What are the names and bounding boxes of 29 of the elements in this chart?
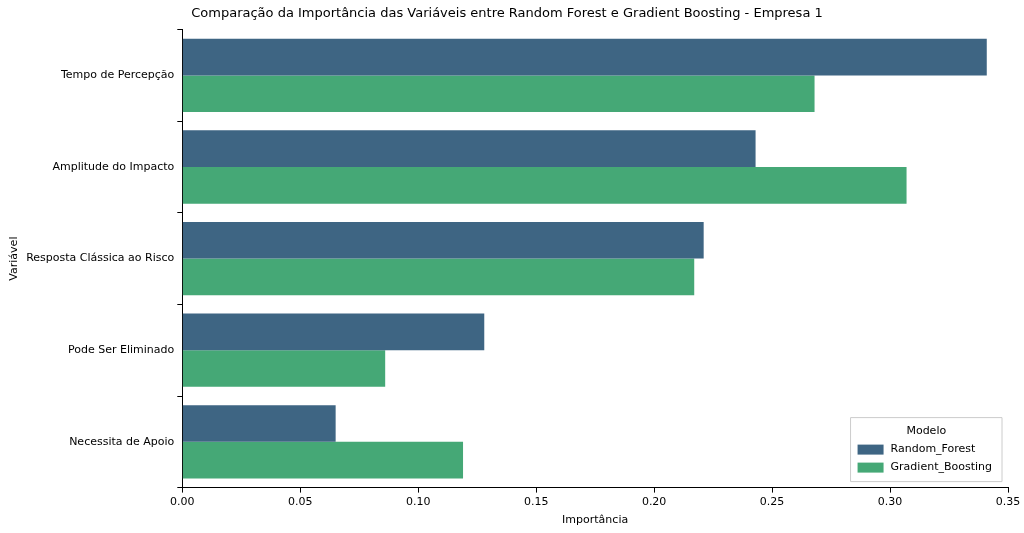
legend-label: Random_Forest [890, 442, 977, 456]
bar [182, 313, 485, 351]
bar [182, 258, 695, 296]
x-tick-label: 0.20 [641, 495, 667, 509]
bar [182, 405, 336, 442]
x-tick-label: 0.10 [405, 495, 431, 509]
bar [182, 167, 907, 204]
y-tick-label: Pode Ser Eliminado [68, 343, 175, 357]
y-tick-label: Necessita de Apoio [69, 434, 175, 448]
x-tick-label: 0.35 [995, 495, 1021, 509]
legend-label: Gradient_Boosting [890, 460, 993, 474]
legend-title: Modelo [906, 424, 947, 438]
chart-title: Comparação da Importância das Variáveis entre Random Forest e Gradient Boosting - Empresa 1 [191, 5, 823, 21]
x-tick-label: 0.15 [523, 495, 549, 509]
bar [182, 221, 704, 259]
bar [182, 75, 815, 113]
bar [182, 350, 386, 387]
bar [182, 130, 756, 167]
x-tick-label: 0.30 [877, 495, 903, 509]
bar [182, 38, 987, 76]
bar [182, 441, 464, 479]
x-axis-title: Importância [562, 513, 629, 527]
y-tick-label: Resposta Clássica ao Risco [26, 251, 175, 265]
x-tick-label: 0.25 [759, 495, 785, 509]
y-axis-title: Variável [7, 236, 21, 281]
y-tick-label: Amplitude do Impacto [52, 159, 175, 173]
x-tick-label: 0.05 [288, 495, 313, 509]
y-tick-label: Tempo de Percepção [59, 68, 175, 82]
x-tick-label: 0.00 [170, 495, 195, 509]
